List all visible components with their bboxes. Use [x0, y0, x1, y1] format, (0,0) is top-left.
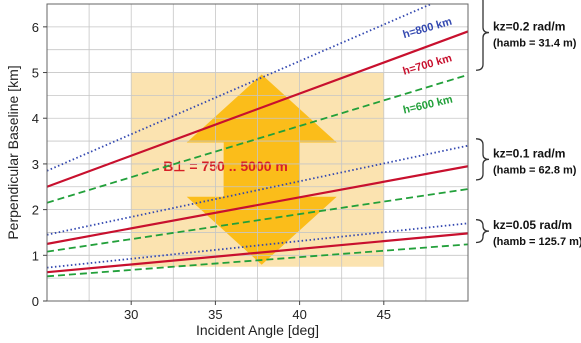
annotation-brace-3 [475, 219, 490, 244]
x-axis-label: Incident Angle [deg] [196, 322, 319, 338]
x-tick-label: 45 [377, 307, 391, 322]
y-tick-label: 5 [32, 66, 39, 81]
series-line-7 [47, 222, 468, 269]
series-line-3 [47, 73, 468, 204]
series-line-1 [47, 4, 434, 172]
region-label: B⊥ = 750 .. 5000 m [163, 158, 288, 174]
annotation-brace-1 [475, 0, 490, 71]
kz-annotations: kz=0.2 rad/m (hamb = 31.4 m) kz=0.1 rad/m (… [475, 0, 581, 248]
x-tick-label: 35 [208, 307, 222, 322]
x-tick-label: 40 [292, 307, 306, 322]
series-line-8 [47, 232, 468, 274]
plot-border [46, 3, 469, 302]
annotation-hamb-1: (hamb = 31.4 m) [493, 38, 577, 50]
annotation-kz-2: kz=0.1 rad/m [493, 146, 565, 160]
annotation-hamb-2: (hamb = 62.8 m) [493, 164, 577, 176]
series-line-2 [47, 30, 468, 188]
annotation-brace-2 [475, 138, 490, 181]
series-line-6 [47, 188, 468, 253]
y-tick-label: 0 [32, 294, 39, 309]
y-axis-label: Perpendicular Baseline [km] [5, 65, 21, 239]
series-line-9 [47, 243, 468, 278]
x-tick-label: 30 [124, 307, 138, 322]
y-tick-label: 3 [32, 157, 39, 172]
y-tick-label: 2 [32, 203, 39, 218]
annotation-hamb-3: (hamb = 125.7 m) [493, 236, 581, 248]
annotation-kz-3: kz=0.05 rad/m [493, 218, 572, 232]
y-tick-label: 1 [32, 248, 39, 263]
series-line-5 [47, 165, 468, 245]
y-tick-label: 6 [32, 20, 39, 35]
series-lines [47, 4, 468, 278]
y-tick-label: 4 [32, 111, 39, 126]
annotation-kz-1: kz=0.2 rad/m [493, 20, 565, 34]
plot-frame [46, 3, 469, 302]
